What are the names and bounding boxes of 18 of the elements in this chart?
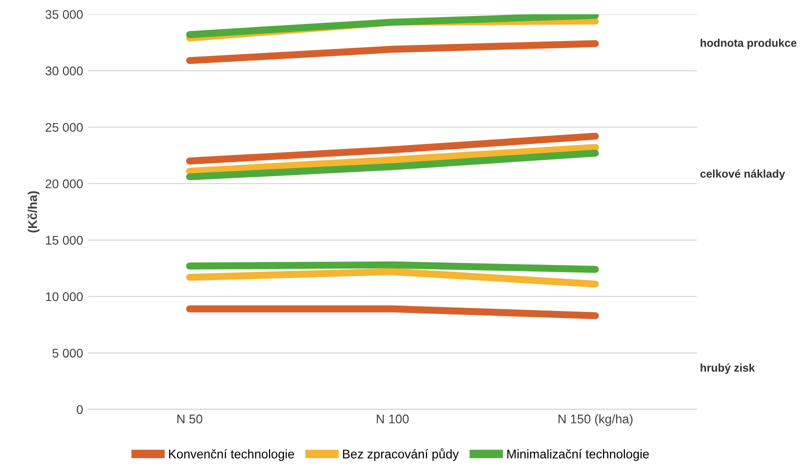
legend-label: Minimalizační technologie — [507, 449, 649, 461]
y-axis-title: (Kč/ha) — [28, 191, 40, 232]
y-tick-label: 15 000 — [46, 236, 83, 245]
text: hrubý zisk — [700, 363, 755, 374]
y-tick-label: 35 000 — [45, 10, 83, 19]
y-tick-label: 25 000 — [46, 122, 83, 132]
legend-label: Konvenční technologie — [169, 449, 294, 461]
y-tick-label: 30 000 — [45, 66, 83, 76]
x-tick-label: N 50 — [177, 414, 202, 424]
y-tick-label: 5 000 — [52, 348, 83, 358]
legend-label: Bez zpracování půdy — [343, 448, 459, 461]
text: hodnota produkce — [700, 38, 796, 50]
y-tick-label: 0 — [76, 405, 83, 414]
y-tick-label: 10 000 — [46, 292, 83, 302]
text: celkové náklady — [700, 169, 786, 180]
y-tick-label: 20 000 — [46, 179, 83, 188]
x-tick-label: N 100 — [376, 414, 409, 424]
x-tick-label: N 150 (kg/ha) — [558, 414, 633, 426]
